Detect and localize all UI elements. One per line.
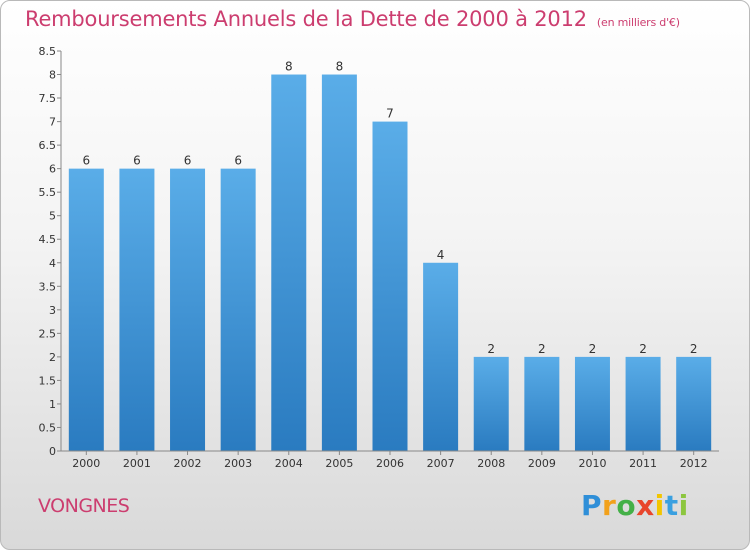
data-label: 2: [690, 342, 698, 356]
y-tick-label: 5: [49, 210, 56, 223]
data-label: 4: [437, 248, 445, 262]
y-tick-label: 5.5: [39, 186, 57, 199]
logo-letter: P: [581, 489, 603, 522]
y-tick-label: 8.5: [39, 45, 57, 58]
y-tick-label: 6.5: [39, 139, 57, 152]
data-label: 2: [538, 342, 546, 356]
bar: [524, 356, 560, 451]
x-tick-label: 2011: [629, 457, 657, 470]
y-tick-label: 3: [49, 304, 56, 317]
bars-group: 6 6 6 6 8 8 7 4 2 2 2 2 2: [68, 60, 712, 452]
bar: [574, 356, 610, 451]
y-tick-label: 1: [49, 398, 56, 411]
data-label: 2: [487, 342, 495, 356]
chart-title: Remboursements Annuels de la Dette de 20…: [25, 7, 680, 31]
y-tick-label: 6: [49, 163, 56, 176]
x-tick-label: 2006: [376, 457, 404, 470]
logo-letter: r: [602, 489, 617, 522]
logo-letter: i: [678, 489, 689, 522]
data-label: 8: [285, 60, 293, 74]
x-tick-label: 2000: [72, 457, 100, 470]
commune-name: VONGNES: [38, 495, 130, 517]
logo-letter: x: [636, 489, 655, 522]
x-tick-label: 2005: [325, 457, 353, 470]
x-axis: 2000 2001 2002 2003 2004 2005 2006 2007 2008 2009…: [61, 450, 719, 470]
proxiti-logo: Proxiti: [581, 489, 689, 522]
bar: [170, 168, 206, 451]
x-tick-label: 2009: [528, 457, 556, 470]
y-tick-label: 4.5: [39, 233, 57, 246]
y-tick-label: 2.5: [39, 327, 57, 340]
data-label: 8: [336, 60, 344, 74]
bar: [423, 262, 459, 451]
y-axis: 0 0.5 1 1.5 2 2.5 3 3.5 4 4.5 5 5.5 6 6.5 7 7.5 8 8.5: [39, 45, 62, 458]
x-tick-label: 2010: [578, 457, 606, 470]
data-label: 7: [386, 107, 394, 121]
bar: [271, 74, 307, 451]
y-tick-label: 2: [49, 351, 56, 364]
y-tick-label: 7.5: [39, 92, 57, 105]
bar: [220, 168, 256, 451]
x-tick-label: 2012: [680, 457, 708, 470]
x-tick-label: 2002: [174, 457, 202, 470]
bar: [625, 356, 661, 451]
data-label: 6: [234, 154, 242, 168]
logo-letter: i: [654, 489, 665, 522]
y-tick-label: 1.5: [39, 374, 57, 387]
y-tick-label: 7: [49, 116, 56, 129]
logo-letter: o: [616, 489, 637, 522]
bar: [321, 74, 357, 451]
x-tick-label: 2007: [427, 457, 455, 470]
data-label: 2: [589, 342, 597, 356]
data-label: 6: [184, 154, 192, 168]
chart-title-text: Remboursements Annuels de la Dette de 20…: [25, 7, 587, 31]
x-tick-label: 2003: [224, 457, 252, 470]
y-tick-label: 0.5: [39, 421, 57, 434]
data-label: 6: [133, 154, 141, 168]
logo-letter: t: [664, 489, 679, 522]
bar: [473, 356, 509, 451]
y-tick-label: 4: [49, 257, 56, 270]
x-tick-label: 2008: [477, 457, 505, 470]
chart-subtitle: (en milliers d'€): [596, 16, 680, 29]
x-tick-label: 2004: [275, 457, 303, 470]
y-tick-label: 8: [49, 69, 56, 82]
bar: [676, 356, 712, 451]
data-label: 6: [82, 154, 90, 168]
y-tick-label: 3.5: [39, 280, 57, 293]
y-tick-label: 0: [49, 445, 56, 458]
bar: [68, 168, 104, 451]
data-label: 2: [639, 342, 647, 356]
bar: [119, 168, 155, 451]
bar: [372, 121, 408, 452]
x-tick-label: 2001: [123, 457, 151, 470]
